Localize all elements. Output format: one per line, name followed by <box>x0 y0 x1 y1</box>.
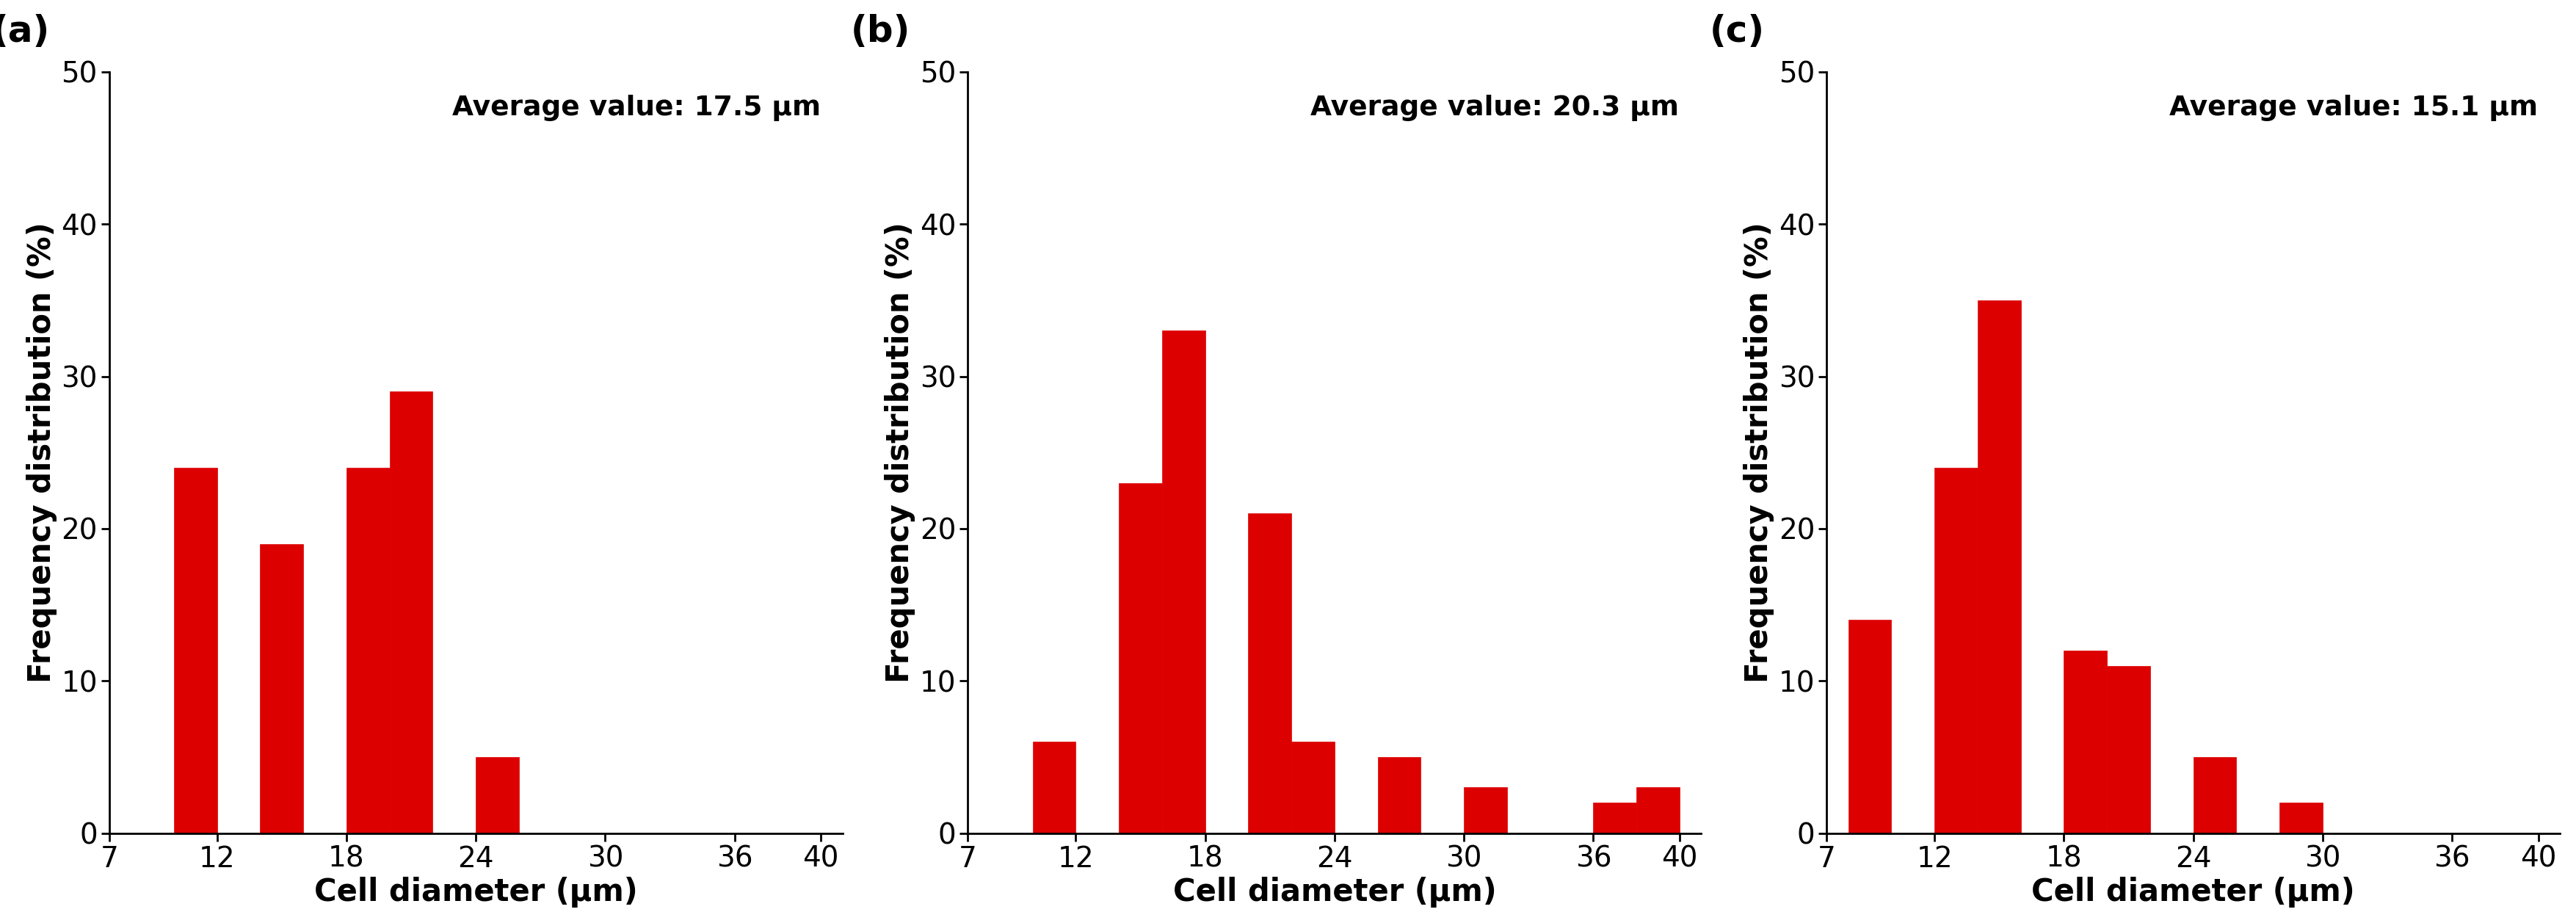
Bar <box>1033 742 1077 833</box>
Text: Average value: 15.1 μm: Average value: 15.1 μm <box>2169 95 2537 121</box>
Bar <box>1463 787 1507 833</box>
Bar <box>2107 665 2151 833</box>
Y-axis label: Frequency distribution (%): Frequency distribution (%) <box>26 222 57 683</box>
Bar <box>345 468 389 833</box>
Text: (c): (c) <box>1710 14 1765 49</box>
Bar <box>1935 468 1978 833</box>
Text: Average value: 17.5 μm: Average value: 17.5 μm <box>451 95 822 121</box>
Bar <box>1162 330 1206 833</box>
Bar <box>1847 620 1891 833</box>
Bar <box>260 544 304 833</box>
Bar <box>1595 803 1636 833</box>
Text: (a): (a) <box>0 14 49 49</box>
X-axis label: Cell diameter (μm): Cell diameter (μm) <box>314 877 639 907</box>
Text: (b): (b) <box>850 14 909 49</box>
Bar <box>2063 651 2107 833</box>
Y-axis label: Frequency distribution (%): Frequency distribution (%) <box>884 222 914 683</box>
Bar <box>2280 803 2324 833</box>
Bar <box>1378 757 1422 833</box>
Bar <box>477 757 518 833</box>
Bar <box>1249 513 1291 833</box>
Bar <box>389 391 433 833</box>
Bar <box>1978 300 2020 833</box>
Bar <box>1118 483 1162 833</box>
Bar <box>2192 757 2236 833</box>
Bar <box>1291 742 1334 833</box>
Bar <box>1636 787 1680 833</box>
Y-axis label: Frequency distribution (%): Frequency distribution (%) <box>1744 222 1775 683</box>
Text: Average value: 20.3 μm: Average value: 20.3 μm <box>1311 95 1680 121</box>
X-axis label: Cell diameter (μm): Cell diameter (μm) <box>1172 877 1497 907</box>
X-axis label: Cell diameter (μm): Cell diameter (μm) <box>2032 877 2354 907</box>
Bar <box>175 468 216 833</box>
